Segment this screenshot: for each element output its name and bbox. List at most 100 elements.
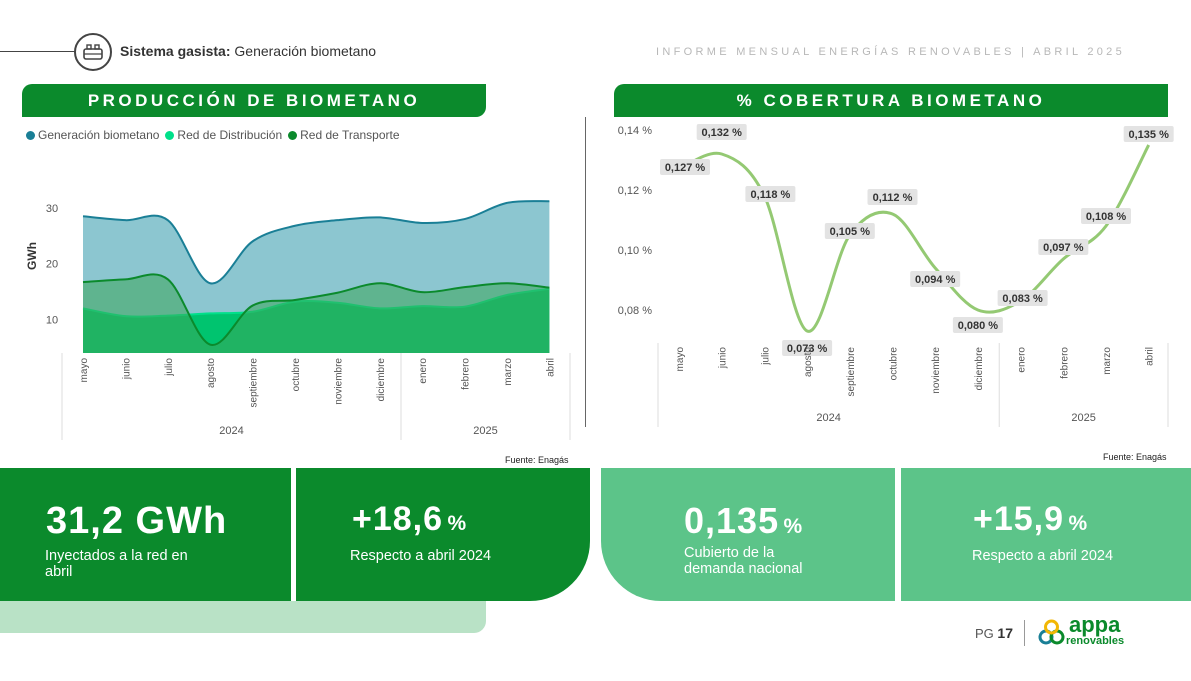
kpi-unit: %	[447, 512, 467, 535]
section-title: Sistema gasista: Generación biometano	[120, 43, 376, 59]
x-tick-label: septiembre	[249, 358, 260, 408]
data-label: 0,112 %	[873, 192, 913, 204]
x-tick-label: enero	[1017, 347, 1028, 373]
x-tick-label: marzo	[1102, 347, 1113, 375]
report-title: INFORME MENSUAL ENERGÍAS RENOVABLES | AB…	[656, 46, 1125, 58]
appa-logo-text: appa	[1069, 612, 1121, 637]
data-label: 0,073 %	[787, 343, 828, 355]
data-label: 0,105 %	[830, 226, 871, 238]
kpi-tile-gwh: 31,2 GWh Inyectados a la red en abril	[0, 468, 291, 601]
kpi-value: 31,2 GWh	[46, 500, 228, 542]
kpi-caption: Respecto a abril 2024	[972, 548, 1114, 564]
x-tick-label: septiembre	[846, 347, 857, 397]
legend-dot-generacion	[26, 131, 35, 140]
y-tick-label: 0,08 %	[618, 305, 652, 317]
x-tick-label: julio	[164, 358, 175, 377]
x-tick-label: octubre	[889, 347, 900, 381]
data-label: 0,083 %	[1002, 293, 1043, 305]
kpi-value-group: +18,6 %	[352, 500, 466, 539]
data-label: 0,094 %	[915, 274, 956, 286]
data-label-bg	[1081, 208, 1131, 224]
area-transporte	[83, 274, 550, 353]
kpi-caption: Inyectados a la red en abril	[45, 548, 188, 580]
data-label-bg	[745, 186, 796, 202]
source-left: Fuente: Enagás	[505, 455, 569, 465]
line-transporte	[82, 273, 550, 346]
y-tick-label: 0,12 %	[618, 185, 652, 197]
y-tick-label: 30	[46, 203, 58, 215]
y-tick-label: 0,14 %	[618, 125, 652, 137]
y-tick-label: 10	[46, 315, 58, 327]
x-tick-label: enero	[418, 358, 429, 384]
x-tick-label: junio	[718, 347, 729, 370]
chart-divider	[585, 117, 586, 427]
data-label-bg	[660, 159, 710, 175]
kpi-tile-coverage-growth: +15,9 % Respecto a abril 2024	[901, 468, 1191, 601]
year-label: 2024	[816, 412, 840, 424]
x-tick-label: mayo	[79, 358, 90, 383]
kpi-caption: Cubierto de la demanda nacional	[684, 545, 803, 577]
x-tick-label: junio	[121, 358, 132, 381]
x-tick-label: diciembre	[974, 347, 985, 391]
kpi-unit: %	[783, 515, 803, 538]
data-label-bg	[782, 340, 833, 356]
kpi-unit: %	[1068, 512, 1088, 535]
data-label: 0,118 %	[751, 189, 791, 201]
section-title-bold: Sistema gasista:	[120, 43, 231, 59]
production-banner: PRODUCCIÓN DE BIOMETANO	[22, 84, 486, 117]
data-label-bg	[867, 189, 918, 205]
legend-distribucion: Red de Distribución	[165, 128, 282, 142]
page-value: 17	[997, 625, 1013, 641]
page-number: PG 17	[975, 625, 1013, 641]
section-title-rest: Generación biometano	[234, 43, 377, 59]
coverage-line-chart: 0,08 % 0,10 % 0,12 % 0,14 % 0,127 % 0,132 % 0,…	[618, 124, 1174, 427]
kpi-value-group: 0,135 %	[684, 500, 802, 542]
footer-divider	[1024, 620, 1025, 646]
data-label: 0,135 %	[1129, 129, 1170, 141]
year-label: 2025	[1071, 412, 1095, 424]
x-tick-label: noviembre	[333, 358, 344, 405]
data-label: 0,080 %	[958, 320, 999, 332]
coverage-banner: % COBERTURA BIOMETANO	[614, 84, 1168, 117]
data-label: 0,097 %	[1043, 242, 1084, 254]
data-label: 0,132 %	[702, 127, 743, 139]
y-axis-label: GWh	[25, 242, 39, 270]
kpi-value-group: +15,9 %	[973, 500, 1087, 539]
appa-logo-subtext: renovables	[1066, 635, 1125, 647]
data-label-bg	[997, 290, 1048, 306]
legend-dot-transporte	[288, 131, 298, 140]
kpi-value: +15,9	[973, 500, 1065, 538]
data-label-bg	[696, 124, 747, 140]
x-tick-label: marzo	[503, 358, 514, 386]
x-tick-label: mayo	[675, 347, 686, 372]
x-tick-label: agosto	[803, 347, 814, 377]
page-label: PG	[975, 626, 994, 641]
data-label-bg	[910, 271, 961, 287]
kpi-tile-growth: +18,6 % Respecto a abril 2024	[296, 468, 590, 601]
legend-transporte: Red de Transporte	[288, 128, 400, 142]
x-tick-label: abril	[545, 358, 556, 377]
y-tick-label: 20	[46, 259, 58, 271]
footer-accent-bar	[0, 601, 486, 633]
coverage-line	[678, 144, 1151, 333]
data-label-bg	[1123, 126, 1174, 142]
year-label: 2024	[219, 425, 243, 437]
data-label-bg	[824, 223, 875, 239]
data-label-bg	[952, 317, 1003, 333]
kpi-caption: Respecto a abril 2024	[350, 548, 492, 564]
legend-dot-distribucion	[165, 131, 175, 140]
data-label: 0,108 %	[1086, 211, 1127, 223]
data-label: 0,127 %	[665, 162, 706, 174]
data-label-bg	[1038, 239, 1089, 255]
year-label: 2025	[473, 425, 497, 437]
source-right: Fuente: Enagás	[1103, 452, 1167, 462]
x-tick-label: diciembre	[376, 358, 387, 402]
x-tick-label: octubre	[291, 358, 302, 392]
kpi-value: +18,6	[352, 500, 444, 538]
x-tick-label: abril	[1145, 347, 1156, 366]
chart-legend: Generación biometano Red de Distribución…	[26, 128, 400, 142]
legend-generacion: Generación biometano	[26, 128, 159, 142]
kpi-tile-coverage: 0,135 % Cubierto de la demanda nacional	[601, 468, 895, 601]
y-tick-label: 0,10 %	[618, 245, 652, 257]
line-generacion	[82, 200, 550, 285]
